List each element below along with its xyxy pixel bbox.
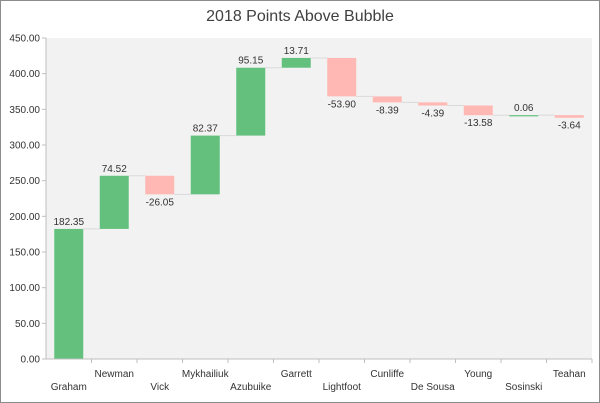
data-label: 13.71: [284, 46, 309, 57]
connectors: [83, 57, 555, 230]
x-category-label: Vick: [150, 382, 170, 393]
y-tick-label: 150.00: [9, 248, 40, 259]
bar-cunliffe: [372, 96, 402, 103]
bar-mykhailiuk: [190, 135, 220, 195]
x-category-label: De Sousa: [411, 382, 455, 393]
x-category-label: Young: [464, 369, 492, 380]
data-label: 182.35: [53, 217, 84, 228]
x-category-label: Azubuike: [230, 382, 272, 393]
bar-newman: [99, 175, 129, 229]
y-axis: 0.00 50.00 100.00 150.00 200.00 250.00 300.00 3…: [9, 34, 47, 366]
bar-vick: [145, 175, 175, 195]
x-category-label: Teahan: [553, 369, 586, 380]
data-label: 0.06: [514, 103, 534, 114]
bar-de-sousa: [418, 102, 448, 106]
y-tick-label: 450.00: [9, 34, 40, 45]
data-label: -13.58: [464, 118, 493, 129]
y-tick-label: 0.00: [21, 355, 41, 366]
bar-garrett: [281, 57, 311, 68]
bar-azubuike: [236, 67, 266, 136]
bar-lightfoot: [327, 57, 357, 97]
bar-sosinski: [509, 115, 539, 117]
bar-teahan: [554, 115, 584, 118]
chart-title: 2018 Points Above Bubble: [206, 8, 394, 25]
y-tick-label: 350.00: [9, 105, 40, 116]
y-tick-label: 200.00: [9, 212, 40, 223]
x-category-label: Sosinski: [505, 382, 542, 393]
data-label: -8.39: [376, 105, 399, 116]
x-category-label: Cunliffe: [370, 369, 404, 380]
x-category-label: Graham: [51, 382, 87, 393]
plot-area: [46, 38, 592, 359]
y-tick-label: 100.00: [9, 283, 40, 294]
data-label: 74.52: [102, 164, 127, 175]
bar-young: [463, 105, 493, 116]
y-tick-label: 250.00: [9, 176, 40, 187]
x-category-label: Newman: [95, 369, 134, 380]
bars: [54, 57, 584, 359]
data-label: -53.90: [328, 99, 357, 110]
data-label: -4.39: [421, 109, 444, 120]
data-label: -26.05: [146, 197, 175, 208]
x-category-label: Lightfoot: [323, 382, 362, 393]
y-tick-label: 300.00: [9, 141, 40, 152]
data-label: 95.15: [238, 56, 263, 67]
y-tick-label: 50.00: [15, 319, 40, 330]
bar-graham: [54, 228, 84, 359]
data-label: 82.37: [193, 124, 218, 135]
x-category-label: Garrett: [281, 369, 312, 380]
x-category-label: Mykhailiuk: [182, 369, 230, 380]
data-label: -3.64: [558, 121, 581, 132]
data-labels: 182.35 74.52 -26.05 82.37 95.15 13.71 -53.90 -8…: [53, 46, 581, 228]
y-tick-label: 400.00: [9, 69, 40, 80]
